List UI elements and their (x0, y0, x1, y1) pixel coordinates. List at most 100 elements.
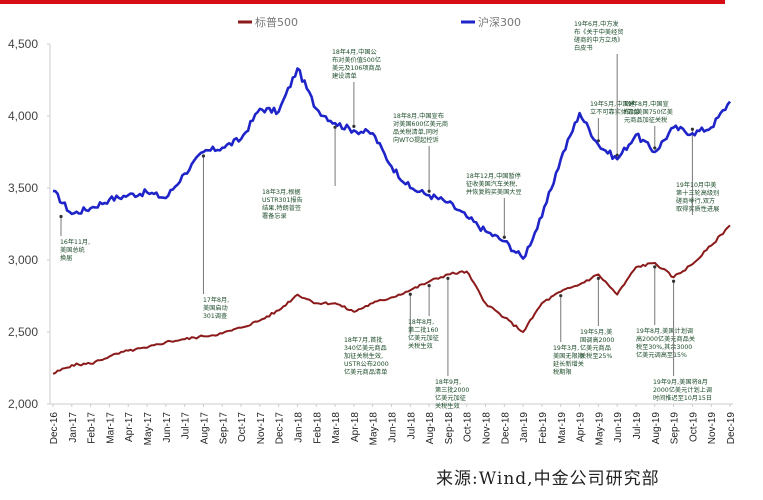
annotation-text: 白皮书 (574, 44, 593, 52)
x-tick-label: Nov-19 (707, 412, 718, 445)
x-tick-label: Jul-19 (632, 412, 643, 440)
annotation-text: 换届 (60, 254, 72, 262)
annotation-text: 亿美元加征 (408, 334, 439, 342)
annotation-marker (446, 276, 450, 280)
x-tick-label: Aug-19 (651, 412, 662, 445)
legend-label-sp500: 标普500 (255, 15, 298, 29)
y-axis: 2,000 2,500 3,000 3,500 4,000 4,500 (8, 37, 51, 411)
annotation-text: 19年9月,美国将8月 (653, 378, 708, 386)
line-sp500 (52, 224, 731, 375)
x-tick-label: Oct-17 (237, 412, 248, 442)
annotation-marker (615, 153, 619, 157)
x-tick-label: Feb-18 (312, 412, 323, 444)
y-tick-label: 3,500 (8, 181, 38, 195)
x-tick-label: Jan-18 (293, 412, 304, 443)
annotation-text: 美国启动 (203, 304, 228, 312)
annotation-text: 19年6月,中方发 (574, 20, 619, 28)
annotation-text: USTR301报告 (262, 196, 303, 204)
header-accent-bar (0, 0, 725, 4)
annotation-text: 向WTO提起控诉 (393, 136, 439, 144)
annotation-text: 17年8月, (203, 296, 229, 304)
annotation-text: 关税生效 (435, 402, 460, 410)
legend-label-csi300: 沪深300 (478, 15, 521, 29)
y-tick-label: 4,500 (8, 37, 38, 51)
annotation-text: 19年8月,中国宣 (624, 100, 669, 108)
x-tick-label: May-18 (369, 412, 380, 446)
annotation-text: 并恢复购买美国大豆 (466, 188, 522, 196)
annotation-text: 19年8月,美国计划调 (636, 327, 693, 335)
annotation-text: 布《关于中美经贸 (574, 28, 624, 36)
annotation-marker (690, 127, 694, 131)
annotation-text: 美元及106项商品 (332, 64, 381, 72)
annotation-marker (427, 284, 431, 288)
annotation-text: 第十三轮高级别 (676, 189, 719, 197)
annotation-text: 16年11月, (60, 238, 90, 246)
annotation-text: 布对美价值500亿 (332, 56, 381, 64)
annotation-text: 18年8月,中国宣布 (393, 112, 444, 120)
x-tick-label: Mar-18 (331, 412, 342, 444)
annotation-text: 时间推迟至10月15日 (653, 394, 712, 402)
x-tick-label: Aug-18 (425, 412, 436, 445)
x-tick-label: Jan-19 (519, 412, 530, 443)
annotation-text: 布对美国750亿美 (624, 108, 673, 116)
x-tick-label: Apr-18 (350, 412, 361, 442)
annotation-text: 18年4月,中国公 (332, 48, 377, 56)
annotation-marker (559, 294, 563, 298)
x-tick-label: Jun-19 (613, 412, 624, 443)
annotation-text: 18年9月, (435, 378, 461, 386)
annotation-text: 取得实质性进展 (676, 205, 719, 213)
annotation-marker (653, 265, 657, 269)
annotation-text: 高2000亿美元商品关 (636, 335, 695, 343)
x-tick-label: Feb-17 (87, 412, 98, 444)
annotation-text: 税至30%,其余3000 (636, 343, 692, 351)
annotation-text: 磋商举行,双方 (676, 197, 715, 205)
annotation-text: 亿美元调高至15% (636, 351, 687, 359)
annotation-text: 19年3月, (553, 344, 579, 352)
annotation-text: 税期限 (553, 368, 572, 376)
annotation-marker (671, 279, 676, 283)
annotation-text: 18年7月,首批 (344, 336, 383, 344)
annotation-text: 第二批160 (408, 326, 438, 334)
annotation-text: 19年5月,美 (580, 328, 612, 336)
annotation-text: 延长新增关 (553, 360, 584, 368)
annotation-text: 建设清单 (332, 72, 357, 80)
annotation-text: 2000亿美元计划上调 (653, 386, 712, 394)
annotation-marker (352, 124, 356, 128)
annotation-text: 301调查 (203, 312, 227, 320)
annotation-text: USTR公布2000 (344, 360, 389, 368)
x-tick-label: Aug-17 (199, 412, 210, 445)
line-csi300 (52, 67, 732, 260)
annotation-text: 亿美元商品 (580, 344, 611, 352)
annotation-text: 国调高2000 (580, 336, 614, 344)
annotation-text: 品关税清单,同时 (393, 128, 438, 136)
y-tick-label: 2,000 (8, 397, 38, 411)
annotation-text: 加征关税生效, (344, 352, 383, 360)
x-tick-label: Dec-16 (49, 412, 60, 445)
x-tick-label: Jul-18 (406, 412, 417, 440)
x-axis: Dec-16 Jan-17 Feb-17 Mar-17 Apr-17 May-17 Jun-… (49, 403, 737, 446)
x-tick-label: Sep-18 (444, 412, 455, 445)
x-tick-label: Nov-18 (482, 412, 493, 445)
annotation-marker (502, 235, 506, 239)
annotation: 19年8月,美国计划调高2000亿美元商品关税至30%,其余3000亿美元调高至… (636, 265, 695, 359)
annotation-text: 结果,特朗普签 (262, 204, 301, 212)
x-tick-label: Apr-19 (576, 412, 587, 442)
annotation-text: 美国总统 (60, 246, 85, 254)
x-tick-label: Nov-17 (256, 412, 267, 445)
y-tick-label: 4,000 (8, 109, 38, 123)
x-tick-label: Dec-19 (726, 412, 737, 445)
annotation-text: 18年12月,中国暂停 (466, 172, 521, 180)
annotation-marker (653, 146, 657, 150)
annotation-text: 亿美元商品清单 (344, 368, 387, 376)
